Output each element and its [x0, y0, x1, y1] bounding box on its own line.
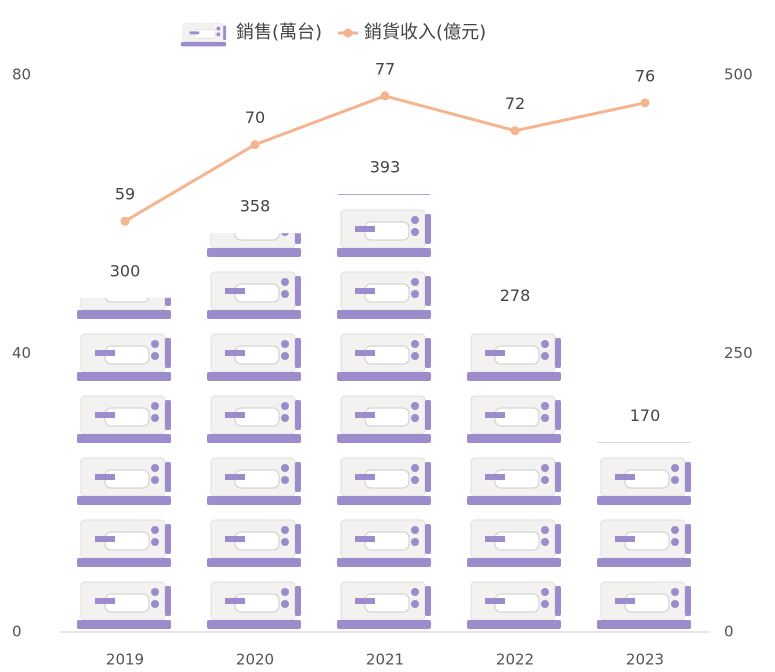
y-tick-label: 0 — [12, 623, 22, 641]
data-label: 70 — [245, 108, 265, 127]
line-point — [120, 216, 130, 226]
x-tick-label: 2022 — [496, 651, 534, 669]
y2-tick-label: 250 — [724, 344, 753, 362]
data-label: 300 — [110, 261, 141, 280]
y2-tick-label: 0 — [724, 623, 734, 641]
y-tick-label: 80 — [12, 66, 31, 84]
legend-label: 銷貨收入(億元) — [364, 22, 486, 43]
x-tick-label: 2023 — [626, 651, 664, 669]
line-point — [640, 98, 650, 108]
line-point — [380, 91, 390, 101]
x-tick-label: 2020 — [236, 651, 274, 669]
data-label: 393 — [370, 158, 401, 177]
bar — [75, 297, 175, 632]
data-label: 77 — [375, 59, 395, 78]
bar — [205, 233, 305, 633]
line-point — [250, 140, 260, 150]
data-label: 72 — [505, 94, 525, 113]
bar — [335, 194, 435, 632]
bar — [465, 322, 565, 632]
y2-tick-label: 500 — [724, 66, 753, 84]
data-label: 170 — [630, 406, 661, 425]
legend-label: 銷售(萬台) — [236, 22, 322, 43]
data-label: 59 — [115, 185, 135, 204]
x-tick-label: 2021 — [366, 651, 404, 669]
x-tick-label: 2019 — [106, 651, 144, 669]
data-label: 278 — [500, 286, 531, 305]
legend-icon — [180, 23, 227, 47]
bar — [595, 442, 695, 632]
data-label: 76 — [635, 66, 655, 85]
data-label: 358 — [240, 197, 271, 216]
y-tick-label: 40 — [12, 344, 31, 362]
line-point — [510, 126, 520, 136]
legend-icon — [343, 28, 353, 38]
